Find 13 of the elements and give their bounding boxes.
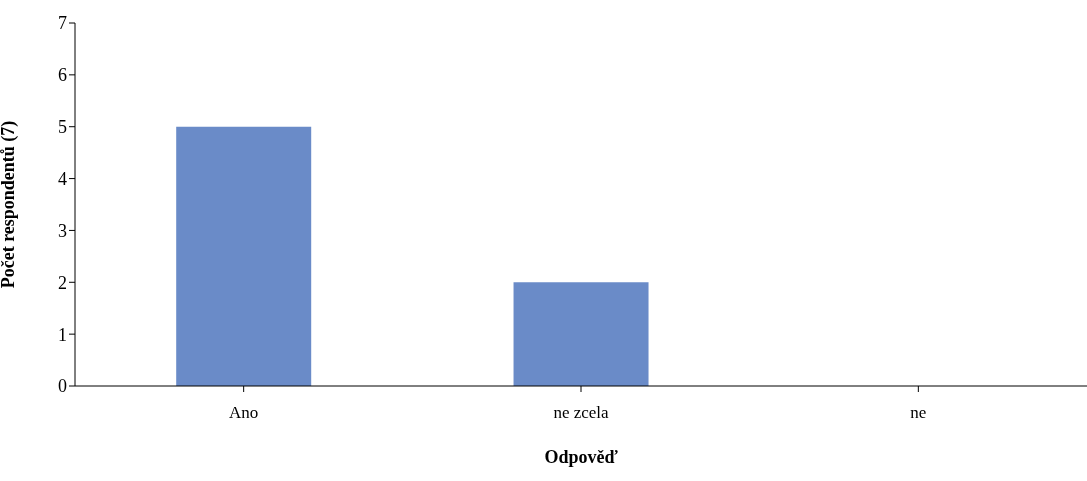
y-tick-label: 5 [58, 117, 67, 138]
y-tick-label: 4 [58, 168, 67, 189]
x-tick-label: ne zcela [553, 403, 610, 423]
y-tick-label: 7 [58, 13, 67, 34]
x-axis-title: Odpověď [544, 447, 619, 467]
y-tick-label: 0 [58, 376, 67, 397]
y-tick-label: 2 [58, 272, 67, 293]
y-tick-label: 1 [58, 324, 67, 345]
y-tick-label: 3 [58, 220, 67, 241]
y-axis-title: Počet respondentů (7) [0, 120, 20, 289]
x-tick-label: ne [910, 403, 927, 423]
x-tick-label: Ano [229, 403, 259, 423]
y-tick-label: 6 [58, 65, 67, 86]
